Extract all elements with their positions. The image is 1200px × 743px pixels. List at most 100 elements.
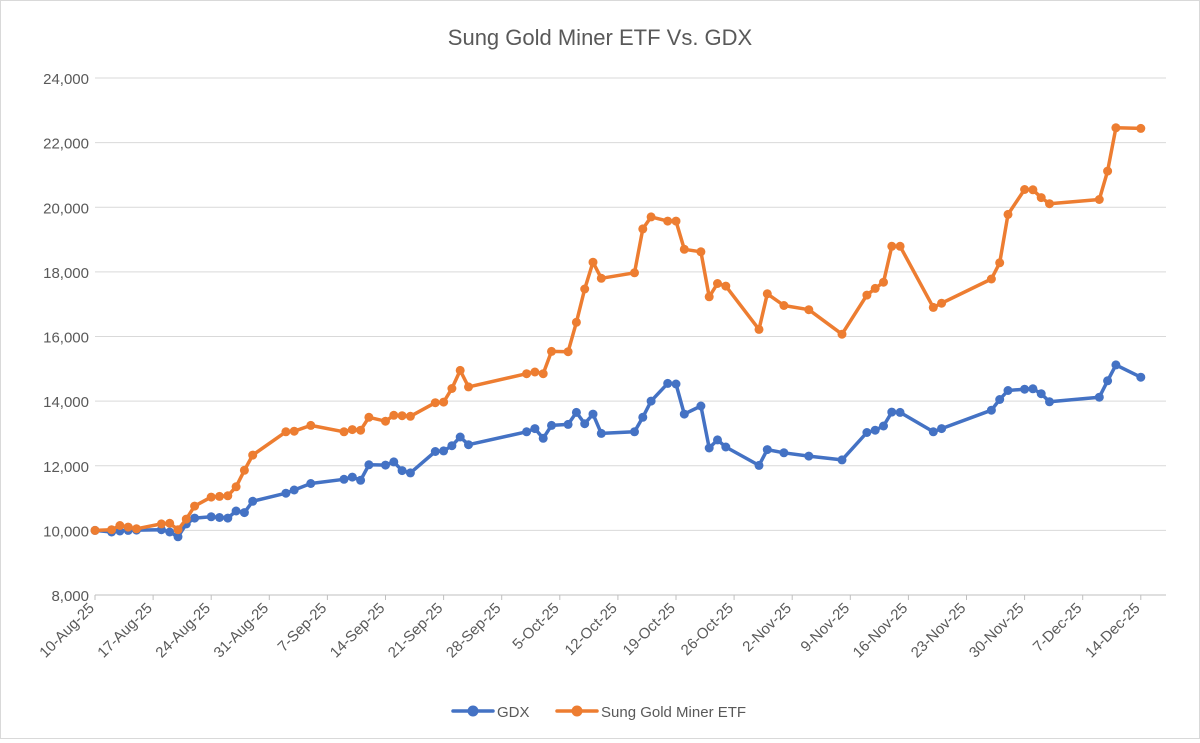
data-point	[455, 365, 465, 375]
y-tick-label: 16,000	[43, 330, 89, 347]
data-point	[231, 482, 241, 492]
data-point	[165, 527, 175, 537]
y-tick-label: 20,000	[43, 200, 89, 217]
data-point	[862, 428, 872, 437]
chart-title: Sung Gold Miner ETF Vs. GDX	[448, 25, 753, 50]
data-point	[165, 518, 175, 528]
legend-entry-gdx: GDX	[451, 704, 530, 721]
data-point	[547, 420, 556, 430]
data-point	[679, 244, 689, 254]
data-point	[1103, 166, 1113, 176]
data-point	[986, 274, 996, 284]
data-point	[455, 432, 465, 442]
data-point	[248, 450, 258, 460]
data-point	[1094, 392, 1104, 402]
axes: 8,000 10,000 12,000 14,000 16,000 18,000 20,00…	[36, 71, 1166, 661]
data-point	[239, 465, 249, 475]
data-point	[928, 302, 938, 312]
x-tick-label: 21-Sep-25	[385, 600, 447, 662]
x-tick-label: 2-Nov-25	[739, 600, 795, 656]
data-point	[522, 427, 532, 437]
data-point	[671, 379, 681, 389]
y-tick-label: 14,000	[43, 394, 89, 411]
data-point	[522, 369, 532, 379]
data-point	[704, 443, 714, 453]
y-tick-label: 12,000	[43, 459, 89, 476]
data-point	[289, 426, 299, 436]
data-point	[663, 216, 673, 226]
data-point	[206, 492, 216, 502]
legend-label: Sung Gold Miner ETF	[601, 704, 746, 721]
data-point	[347, 425, 357, 435]
data-point	[563, 419, 573, 429]
y-tick-label: 10,000	[43, 523, 89, 540]
x-tick-label: 30-Nov-25	[966, 600, 1028, 662]
data-point	[381, 460, 390, 470]
x-tick-label: 19-Oct-25	[620, 600, 679, 659]
data-point	[995, 258, 1005, 268]
data-point	[156, 519, 166, 529]
data-point	[547, 346, 556, 356]
data-point	[1045, 199, 1054, 209]
data-point	[754, 460, 764, 470]
data-point	[580, 284, 590, 294]
data-point	[895, 241, 905, 251]
data-point	[646, 396, 656, 406]
data-point	[530, 367, 540, 377]
data-point	[1094, 195, 1104, 204]
x-tick-label: 7-Dec-25	[1030, 600, 1086, 656]
data-point	[356, 425, 366, 435]
legend-marker	[467, 705, 479, 717]
y-tick-label: 8,000	[51, 588, 89, 605]
data-point	[90, 525, 100, 535]
x-tick-label: 28-Sep-25	[443, 600, 505, 662]
data-point	[190, 513, 200, 523]
data-point	[754, 324, 764, 334]
data-point	[588, 409, 598, 419]
data-point	[571, 317, 581, 327]
data-point	[1028, 185, 1038, 195]
data-point	[986, 405, 996, 415]
data-point	[430, 398, 440, 408]
data-point	[596, 273, 606, 283]
series-gdx	[90, 360, 1146, 542]
data-point	[381, 416, 390, 426]
data-point	[239, 508, 249, 518]
data-point	[389, 457, 399, 467]
data-point	[397, 466, 407, 476]
data-point	[1111, 360, 1121, 370]
data-point	[223, 491, 233, 501]
data-point	[107, 525, 117, 535]
data-point	[464, 382, 473, 392]
x-tick-label: 23-Nov-25	[908, 600, 970, 662]
data-point	[347, 472, 357, 482]
data-point	[837, 455, 847, 465]
y-tick-label: 24,000	[43, 71, 89, 88]
data-point	[663, 378, 673, 388]
data-point	[713, 279, 722, 288]
data-point	[173, 532, 183, 542]
data-point	[281, 427, 291, 437]
series-sung-gold-miner-etf	[90, 123, 1146, 535]
data-point	[563, 347, 573, 357]
x-tick-label: 9-Nov-25	[797, 600, 853, 656]
data-point	[630, 427, 639, 437]
data-point	[248, 496, 258, 506]
data-point	[405, 411, 415, 421]
x-tick-label: 16-Nov-25	[850, 600, 912, 662]
data-point	[364, 460, 374, 470]
data-point	[181, 514, 191, 524]
data-point	[879, 421, 888, 431]
data-point	[721, 442, 731, 452]
x-tick-label: 7-Sep-25	[275, 600, 331, 656]
data-point	[762, 445, 772, 455]
data-point	[439, 446, 449, 456]
data-point	[397, 411, 407, 421]
data-point	[646, 212, 656, 222]
data-point	[862, 290, 872, 300]
data-point	[837, 329, 847, 339]
data-point	[306, 479, 316, 488]
data-point	[215, 513, 224, 522]
data-point	[339, 474, 349, 484]
